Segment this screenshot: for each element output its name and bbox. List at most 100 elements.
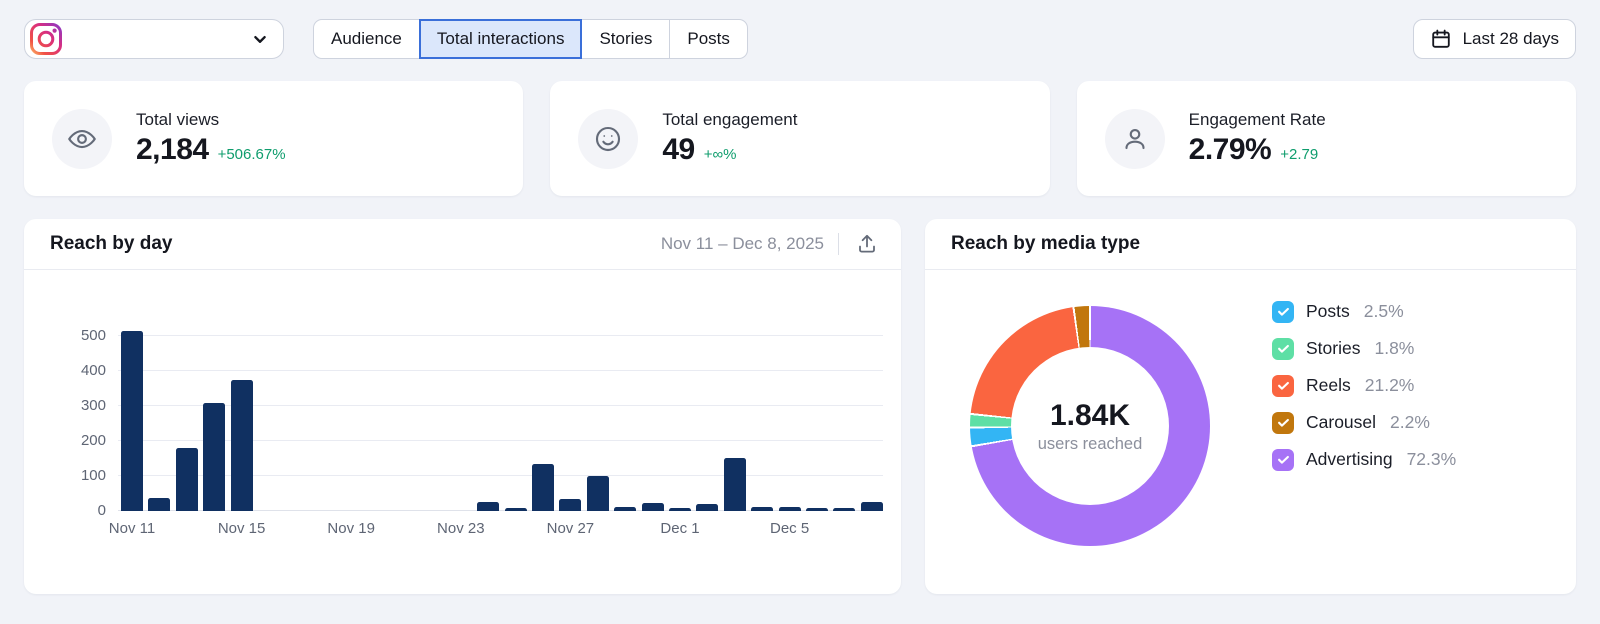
bar[interactable] [230, 379, 253, 511]
y-axis-tick: 200 [80, 432, 106, 449]
stat-label: Total views [136, 110, 220, 129]
bar[interactable] [559, 499, 582, 511]
donut-chart[interactable] [970, 306, 1210, 546]
legend-item-carousel: Carousel 2.2% [1272, 411, 1456, 434]
tab-group: Audience Total interactions Stories Post… [313, 19, 748, 59]
calendar-icon [1430, 28, 1452, 50]
export-icon [855, 232, 879, 256]
bar[interactable] [806, 508, 828, 511]
checkbox-reels[interactable] [1272, 374, 1294, 397]
y-axis-tick: 0 [97, 502, 106, 519]
bar[interactable] [751, 506, 774, 511]
legend-label: Reels [1306, 375, 1351, 395]
stat-value: 2.79% [1188, 133, 1272, 166]
stat-label: Engagement Rate [1188, 110, 1326, 129]
legend-percent: 72.3% [1406, 449, 1457, 469]
chevron-down-icon [249, 28, 271, 50]
legend-percent: 21.2% [1364, 375, 1415, 395]
tab-stories[interactable]: Stories [581, 19, 671, 59]
bar[interactable] [860, 502, 883, 511]
stat-value: 49 [662, 133, 695, 166]
gridline [118, 510, 883, 511]
bar[interactable] [532, 463, 554, 511]
x-axis-tick: Nov 23 [437, 520, 485, 537]
gridline [118, 440, 883, 441]
x-axis-tick: Nov 11 [108, 520, 156, 537]
stat-label: Total engagement [662, 110, 798, 129]
legend-label: Stories [1306, 338, 1361, 358]
stat-delta: +2.79 [1280, 146, 1319, 163]
y-axis-tick: 500 [80, 327, 106, 344]
stat-value: 2,184 [136, 133, 209, 166]
card-title: Reach by day [50, 233, 173, 254]
x-axis-tick: Nov 19 [327, 520, 375, 537]
date-range-label: Last 28 days [1462, 29, 1559, 48]
legend-item-stories: Stories 1.8% [1272, 337, 1456, 360]
bar[interactable] [833, 508, 856, 511]
tab-audience[interactable]: Audience [313, 19, 420, 59]
bar[interactable] [148, 497, 171, 511]
x-axis-tick: Nov 15 [217, 520, 266, 537]
legend-percent: 2.5% [1363, 301, 1404, 321]
tab-total-interactions[interactable]: Total interactions [418, 19, 583, 59]
stat-card-engagement-rate: Engagement Rate 2.79% +2.79 [1076, 81, 1576, 196]
date-range-button[interactable]: Last 28 days [1412, 19, 1576, 59]
gridline [118, 370, 883, 371]
stats-row: Total views 2,184 +506.67% Total engagem… [0, 59, 1600, 196]
checkbox-posts[interactable] [1272, 300, 1294, 323]
legend-label: Advertising [1306, 449, 1393, 469]
bar[interactable] [614, 506, 637, 511]
bar[interactable] [723, 457, 746, 511]
reach-by-media-card: Reach by media type 1.84K users reached … [925, 219, 1576, 594]
chart-date-range: Nov 11 – Dec 8, 2025 [660, 234, 824, 253]
bar[interactable] [669, 507, 691, 511]
smiley-icon [578, 108, 639, 169]
bar[interactable] [586, 476, 609, 511]
x-axis-tick: Dec 1 [660, 520, 700, 537]
reach-by-media-chart: 1.84K users reached Posts 2.5% Stories 1… [925, 270, 1576, 595]
export-button[interactable] [853, 230, 881, 258]
y-axis-tick: 300 [80, 397, 106, 414]
checkbox-carousel[interactable] [1272, 411, 1294, 434]
card-title: Reach by media type [951, 233, 1141, 254]
bar[interactable] [203, 402, 226, 511]
legend-item-posts: Posts 2.5% [1272, 300, 1456, 323]
bar[interactable] [175, 448, 198, 511]
bar[interactable] [477, 502, 500, 511]
eye-icon [52, 108, 112, 169]
stat-delta: +506.67% [217, 146, 286, 163]
gridline [118, 475, 883, 476]
x-axis-tick: Dec 5 [770, 520, 810, 537]
account-selector[interactable] [24, 19, 284, 59]
legend-percent: 1.8% [1374, 338, 1415, 358]
y-axis-tick: 400 [80, 362, 106, 379]
gridline [118, 335, 883, 336]
bar[interactable] [641, 503, 664, 511]
x-axis-tick: Nov 27 [546, 520, 595, 537]
legend-label: Carousel [1306, 412, 1377, 432]
reach-by-day-chart: 0 100 200 300 400 500 Nov 11 Nov 15 Nov 19 Nov 23… [81, 316, 883, 537]
divider [838, 233, 839, 255]
checkbox-stories[interactable] [1272, 337, 1294, 360]
legend-percent: 2.2% [1390, 412, 1430, 432]
stat-card-total-engagement: Total engagement 49 +∞% [550, 81, 1050, 196]
stat-delta: +∞% [703, 146, 737, 163]
tab-posts[interactable]: Posts [669, 19, 748, 59]
legend: Posts 2.5% Stories 1.8% Reels 21.2% [1272, 300, 1456, 471]
bar[interactable] [778, 506, 801, 511]
legend-label: Posts [1306, 301, 1350, 321]
bar[interactable] [504, 507, 527, 511]
person-icon [1104, 108, 1165, 169]
bar[interactable] [121, 331, 143, 511]
instagram-icon [29, 22, 63, 56]
topbar: Audience Total interactions Stories Post… [0, 0, 1600, 59]
legend-item-advertising: Advertising 72.3% [1272, 448, 1456, 471]
stat-card-total-views: Total views 2,184 +506.67% [24, 81, 524, 196]
gridline [118, 405, 883, 406]
bar[interactable] [696, 504, 719, 511]
legend-item-reels: Reels 21.2% [1272, 374, 1456, 397]
checkbox-advertising[interactable] [1272, 448, 1294, 471]
